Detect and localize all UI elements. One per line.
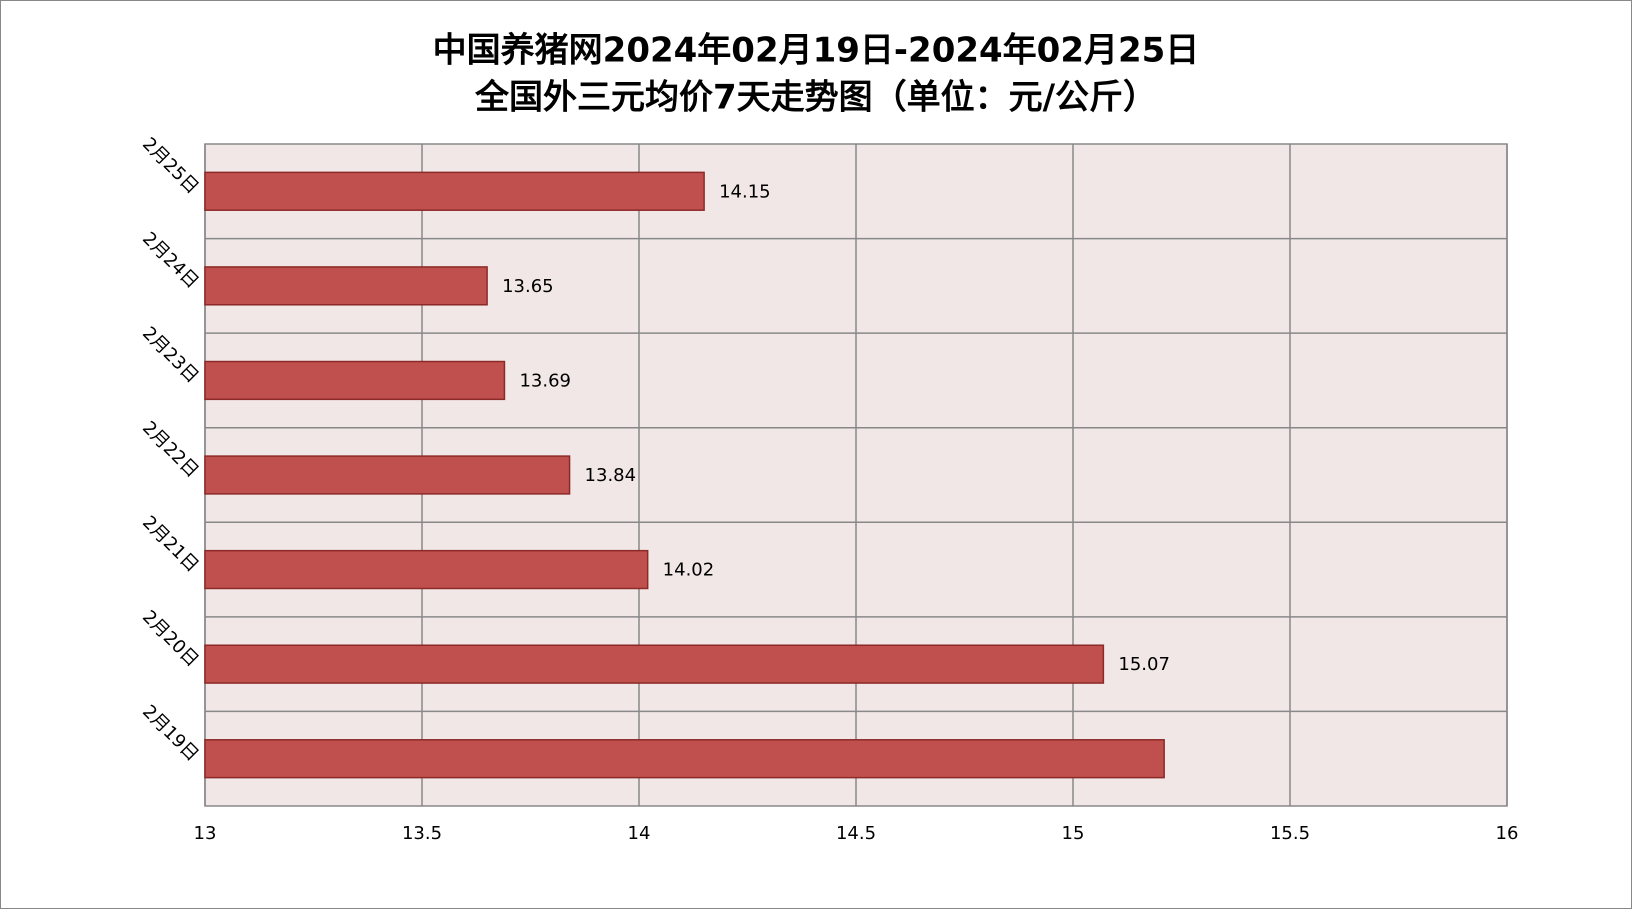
x-tick-label: 14.5 xyxy=(836,823,876,844)
bar xyxy=(204,739,1165,779)
x-tick-label: 15.5 xyxy=(1270,823,1310,844)
x-tick-label: 16 xyxy=(1496,823,1519,844)
data-label: 15.07 xyxy=(1118,654,1170,675)
x-tick-label: 15 xyxy=(1062,823,1085,844)
data-label: 13.84 xyxy=(585,465,637,486)
x-tick-label: 13 xyxy=(194,823,217,844)
bar xyxy=(204,171,705,211)
chart-title: 中国养猪网2024年02月19日-2024年02月25日 xyxy=(433,31,1200,71)
data-label: 14.15 xyxy=(719,181,771,202)
data-label: 14.02 xyxy=(663,560,715,581)
x-tick-label: 13.5 xyxy=(402,823,442,844)
bar xyxy=(204,266,488,306)
bar xyxy=(204,455,571,495)
chart-subtitle: 全国外三元均价7天走势图（单位：元/公斤） xyxy=(474,78,1157,118)
bar xyxy=(204,360,506,401)
data-label: 13.65 xyxy=(502,276,554,297)
bar xyxy=(204,644,1105,684)
bar xyxy=(204,549,649,590)
data-label: 13.69 xyxy=(519,370,571,391)
x-tick-label: 14 xyxy=(628,823,651,844)
